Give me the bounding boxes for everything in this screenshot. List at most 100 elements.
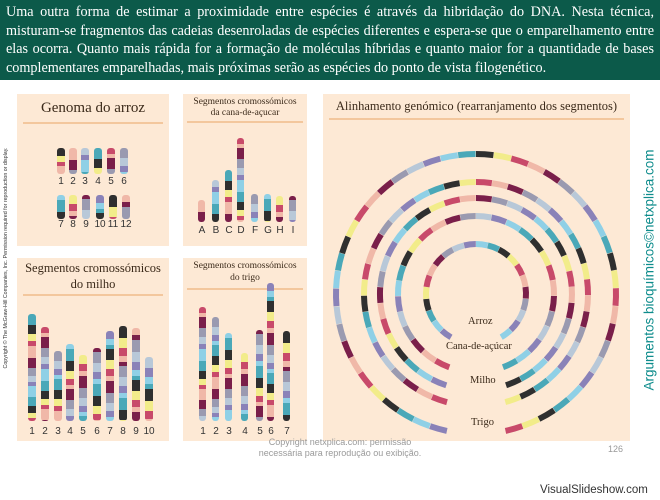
ring-segment <box>558 219 574 236</box>
ring-segment <box>545 264 556 281</box>
ring-segment <box>439 328 453 340</box>
ring-segment <box>400 197 417 213</box>
maize-chromosome-7 <box>106 331 114 421</box>
wheat-chromosome-3 <box>225 333 232 421</box>
maize-chromosome-5 <box>79 355 87 421</box>
ring-segment <box>335 252 345 272</box>
alignment-panel: Alinhamento genómico (rearranjamento dos… <box>323 94 630 441</box>
ring-segment <box>428 200 446 213</box>
rice-chromosome-1 <box>57 148 65 174</box>
maize-chromosome-2 <box>41 327 49 421</box>
ring-segment <box>380 354 396 371</box>
ring-segment <box>584 278 592 296</box>
wheat-chromosome-2 <box>212 317 219 421</box>
rice-chromosome-10 <box>96 195 104 219</box>
maize-chromosome-8 <box>119 326 127 421</box>
ring-segment <box>333 306 343 325</box>
rice-chromosome-11 <box>109 195 117 219</box>
ring-segment <box>557 354 572 371</box>
maize-chromosome-6 <box>93 348 101 421</box>
label-5: 5 <box>257 426 263 437</box>
ring-segment <box>406 161 425 175</box>
ring-segment <box>388 207 404 224</box>
label-1: 1 <box>200 426 206 437</box>
ring-segment <box>505 219 522 232</box>
maize-chromosome-10 <box>145 357 153 421</box>
ring-segment <box>510 155 530 167</box>
rice-chromosome-6 <box>120 148 128 174</box>
label-9: 9 <box>83 219 89 230</box>
alignment-title: Alinhamento genómico (rearranjamento dos… <box>335 99 618 113</box>
label-4: 4 <box>242 426 248 437</box>
ring-segment <box>532 357 548 373</box>
ring-segment <box>390 367 407 383</box>
page-number: 126 <box>608 444 624 454</box>
ring-segment <box>529 237 544 254</box>
ring-segment <box>364 191 381 209</box>
intro-banner: Uma outra forma de estimar a proximidade… <box>0 0 660 80</box>
maize-chromosome-1 <box>28 314 36 421</box>
ring-segment <box>404 358 420 373</box>
ring-segment <box>423 286 430 300</box>
ring-segment <box>430 376 448 389</box>
sugarcane-panel: Segmentos cromossómicos da cana-de-açuca… <box>183 94 307 246</box>
ring-segment <box>385 240 398 258</box>
sugarcane-chromosome-G <box>264 194 271 222</box>
label-2: 2 <box>213 426 219 437</box>
label-9: 9 <box>133 426 139 437</box>
ring-segment <box>385 332 399 350</box>
ring-segment <box>332 288 340 307</box>
ring-segment <box>544 310 555 328</box>
rice-chromosome-8 <box>69 195 77 219</box>
label-1: 1 <box>29 426 35 437</box>
ring-segment <box>370 232 384 250</box>
ring-segment <box>607 252 617 271</box>
ring-segment <box>612 288 620 306</box>
rice-chromosome-4 <box>94 148 102 174</box>
ring-segment <box>582 204 598 222</box>
ring-segment <box>506 253 520 267</box>
ring-segment <box>549 279 558 296</box>
ring-segment <box>504 394 522 405</box>
label-12: 12 <box>120 219 132 230</box>
sugarcane-chromosome-A <box>198 200 205 222</box>
maize-title-bar <box>23 294 163 296</box>
intro-text: Uma outra forma de estimar a proximidade… <box>6 4 654 76</box>
wheat-chromosome-7 <box>283 331 290 421</box>
ring-segment <box>431 319 444 333</box>
ring-segment <box>475 195 493 203</box>
ring-segment <box>505 376 522 389</box>
ring-segment <box>527 337 542 354</box>
ring-segment <box>515 348 532 363</box>
ring-segment <box>521 189 539 203</box>
rice-chromosome-3 <box>81 148 89 174</box>
ring-segment <box>339 235 351 255</box>
label-5: 5 <box>108 176 114 187</box>
ring-segment <box>395 296 403 313</box>
ring-segment <box>519 386 537 400</box>
ring-segment <box>463 241 476 249</box>
sugarcane-chromosome-F <box>251 194 258 222</box>
ring-segment <box>553 332 567 349</box>
label-11: 11 <box>107 219 119 230</box>
ring-segment <box>547 207 564 223</box>
ring-segment <box>518 227 534 242</box>
ring-segment <box>557 179 575 195</box>
maize-chromosome-4 <box>66 344 74 421</box>
ring-segment <box>566 340 580 358</box>
sugarcane-chromosome-C <box>225 170 232 222</box>
ring-segment <box>430 394 448 406</box>
wheat-title-bar <box>187 288 303 290</box>
label-8: 8 <box>120 426 126 437</box>
rice-chromosome-2 <box>69 148 77 174</box>
ring-segment <box>537 407 556 422</box>
copyright-vertical: Copyright © The McGraw-Hill Companies, I… <box>3 147 9 369</box>
ring-segment <box>430 219 447 233</box>
ring-segment <box>545 366 562 383</box>
ring-segment <box>416 368 434 382</box>
ring-segment <box>506 183 524 195</box>
ring-segment <box>491 180 509 190</box>
label-B: B <box>212 225 220 236</box>
rice-chromosome-12 <box>122 195 130 219</box>
sugarcane-title: Segmentos cromossómicos da cana-de-açuca… <box>193 97 297 118</box>
